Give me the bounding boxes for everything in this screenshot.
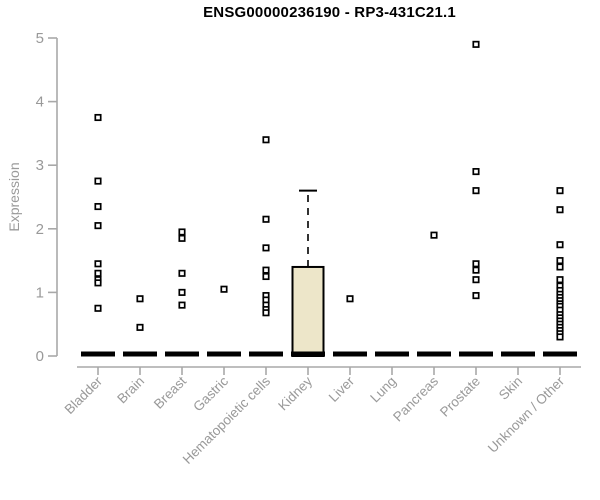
- data-point: [556, 241, 564, 249]
- data-point: [220, 285, 228, 293]
- y-tick-label: 1: [36, 284, 44, 301]
- zero-median-bar: [417, 351, 451, 357]
- data-point: [346, 295, 354, 303]
- zero-median-bar: [249, 351, 283, 357]
- box-kidney: [291, 265, 325, 357]
- data-point: [94, 222, 102, 230]
- data-point: [472, 40, 480, 48]
- data-point: [430, 231, 438, 239]
- data-point: [262, 272, 270, 281]
- data-point: [556, 276, 564, 284]
- data-point: [472, 276, 480, 284]
- data-point: [94, 269, 102, 277]
- data-point: [472, 266, 480, 274]
- data-point: [472, 187, 480, 195]
- y-tick-label: 0: [36, 348, 44, 365]
- data-point: [178, 228, 186, 236]
- x-category-label: Brain: [114, 374, 147, 407]
- x-category-label: Pancreas: [390, 373, 441, 424]
- data-point: [556, 263, 564, 271]
- data-point: [94, 202, 102, 211]
- zero-median-bar: [207, 351, 241, 357]
- data-point: [178, 288, 186, 296]
- x-category-label: Unknown / Other: [485, 373, 568, 456]
- zero-median-bar: [459, 351, 493, 357]
- data-point: [472, 260, 480, 268]
- zero-median-bar: [81, 351, 115, 357]
- data-point: [178, 269, 186, 277]
- zero-median-bar: [543, 351, 577, 357]
- data-point: [556, 257, 564, 265]
- data-point: [136, 295, 144, 303]
- data-point: [94, 279, 102, 287]
- y-tick-label: 5: [36, 30, 44, 47]
- zero-median-bar: [165, 351, 199, 357]
- data-point: [94, 113, 102, 122]
- y-tick-label: 2: [36, 221, 44, 238]
- y-tick-label: 3: [36, 157, 44, 174]
- data-point: [262, 136, 270, 144]
- data-point: [556, 333, 564, 341]
- zero-median-bar: [501, 351, 535, 357]
- data-point: [94, 260, 102, 268]
- zero-median-bar: [333, 351, 367, 357]
- x-category-label: Kidney: [275, 373, 315, 413]
- data-point: [262, 215, 270, 223]
- x-category-label: Liver: [326, 373, 358, 405]
- x-category-label: Bladder: [62, 373, 106, 417]
- zero-median-bar: [291, 351, 325, 357]
- data-point: [94, 177, 102, 185]
- x-category-label: Gastric: [190, 373, 231, 414]
- zero-median-bar: [123, 351, 157, 357]
- data-point: [262, 266, 270, 274]
- data-point: [556, 206, 564, 214]
- chart-title: ENSG00000236190 - RP3-431C21.1: [203, 4, 456, 21]
- x-category-label: Breast: [151, 373, 189, 411]
- x-category-label: Prostate: [437, 374, 483, 420]
- y-tick-label: 4: [36, 94, 44, 111]
- data-point: [136, 323, 144, 331]
- x-category-label: Skin: [496, 374, 525, 403]
- data-point: [94, 304, 102, 312]
- zero-median-bar: [375, 351, 409, 357]
- data-point: [262, 309, 270, 317]
- data-point: [178, 234, 186, 242]
- data-point: [556, 187, 564, 195]
- data-point: [472, 292, 480, 300]
- data-point: [262, 244, 270, 252]
- x-category-label: Lung: [367, 374, 399, 406]
- data-point: [178, 301, 186, 309]
- data-point: [472, 168, 480, 176]
